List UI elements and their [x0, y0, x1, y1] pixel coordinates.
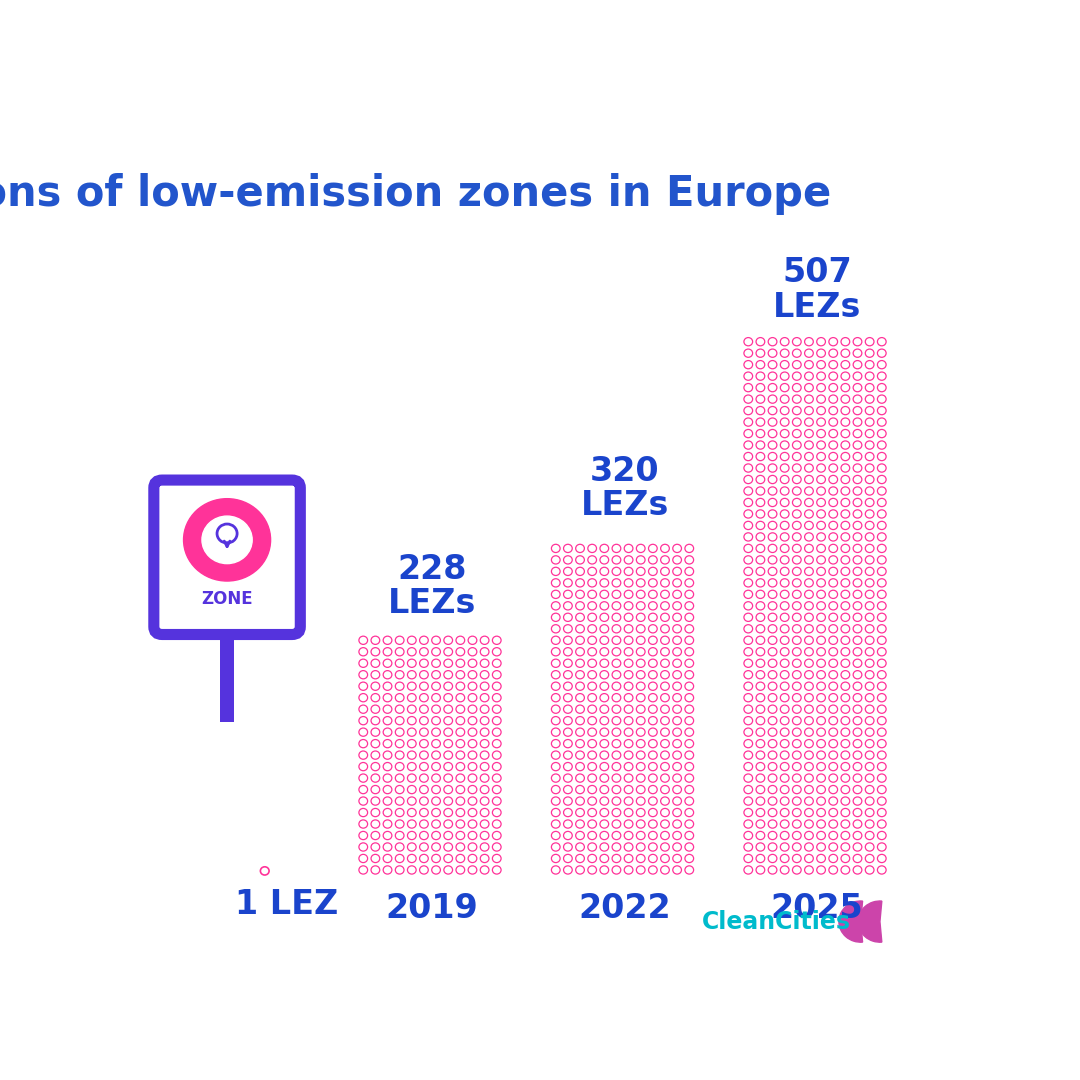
Text: CleanCities: CleanCities — [702, 909, 851, 933]
Text: 1 LEZ: 1 LEZ — [235, 889, 339, 921]
Text: 2025: 2025 — [771, 891, 864, 924]
Circle shape — [184, 499, 271, 581]
FancyBboxPatch shape — [153, 480, 300, 634]
Text: 507
LEZs: 507 LEZs — [773, 256, 862, 324]
Wedge shape — [839, 901, 863, 942]
Wedge shape — [859, 901, 882, 942]
FancyBboxPatch shape — [220, 625, 233, 721]
Text: ZONE: ZONE — [201, 591, 253, 608]
Text: 2022: 2022 — [578, 891, 671, 924]
Text: 2019: 2019 — [386, 891, 478, 924]
Text: 228
LEZs: 228 LEZs — [388, 553, 476, 620]
Text: Trends and projections of low-emission zones in Europe: Trends and projections of low-emission z… — [0, 173, 832, 215]
Text: 320
LEZs: 320 LEZs — [580, 455, 669, 523]
Circle shape — [202, 516, 253, 564]
